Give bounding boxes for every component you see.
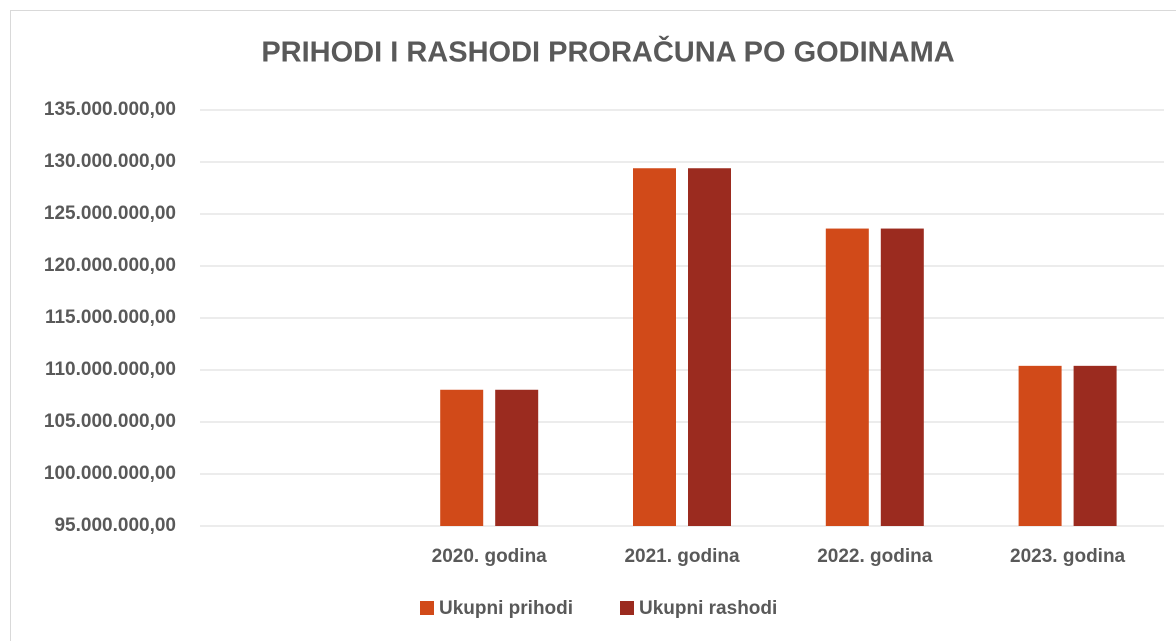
y-tick-label: 130.000.000,00 xyxy=(44,151,176,172)
bar xyxy=(1018,365,1062,526)
legend-label: Ukupni rashodi xyxy=(639,598,777,619)
legend-swatch xyxy=(620,601,634,615)
bar xyxy=(880,228,924,526)
y-tick-label: 120.000.000,00 xyxy=(44,255,176,276)
legend-swatch xyxy=(420,601,434,615)
bar xyxy=(1073,365,1117,526)
y-tick-label: 95.000.000,00 xyxy=(54,515,176,536)
y-tick-label: 135.000.000,00 xyxy=(44,99,176,120)
y-tick-label: 110.000.000,00 xyxy=(45,359,176,380)
bar xyxy=(440,389,484,526)
x-tick-label: 2023. godina xyxy=(1010,546,1126,567)
bar xyxy=(825,228,869,526)
chart-title: PRIHODI I RASHODI PRORAČUNA PO GODINAMA xyxy=(261,35,954,69)
bar xyxy=(688,168,731,527)
x-tick-label: 2022. godina xyxy=(817,546,933,567)
bar xyxy=(633,168,676,527)
x-tick-label: 2021. godina xyxy=(624,546,740,567)
y-tick-label: 105.000.000,00 xyxy=(44,411,176,432)
legend-label: Ukupni prihodi xyxy=(439,598,573,619)
y-tick-label: 100.000.000,00 xyxy=(44,463,176,484)
bar xyxy=(495,389,539,526)
y-tick-label: 115.000.000,00 xyxy=(45,307,176,328)
x-tick-label: 2020. godina xyxy=(432,546,548,567)
chart-border xyxy=(10,10,1176,641)
y-tick-label: 125.000.000,00 xyxy=(44,203,176,224)
